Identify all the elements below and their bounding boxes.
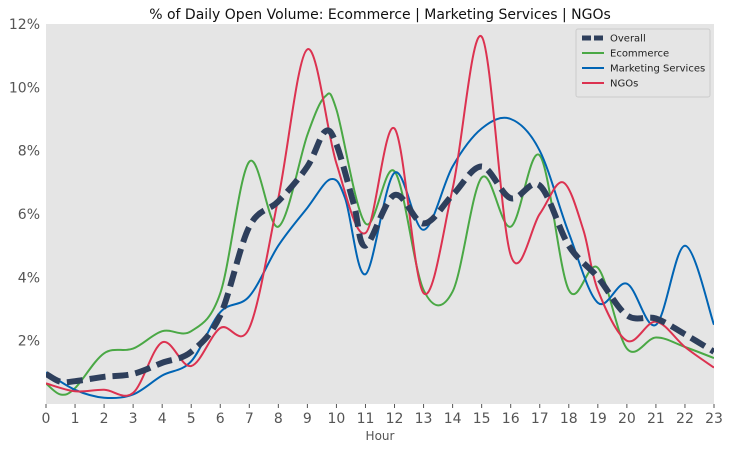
x-tick-label: 15 bbox=[473, 411, 491, 427]
x-tick-label: 7 bbox=[245, 411, 254, 427]
x-tick-label: 10 bbox=[328, 411, 346, 427]
x-tick-label: 3 bbox=[129, 411, 138, 427]
y-tick-label: 10% bbox=[9, 80, 40, 96]
legend-label-ngos: NGOs bbox=[610, 79, 638, 90]
x-tick-label: 6 bbox=[216, 411, 225, 427]
x-tick-label: 16 bbox=[502, 411, 520, 427]
x-tick-label: 19 bbox=[589, 411, 607, 427]
x-tick-label: 4 bbox=[158, 411, 167, 427]
x-tick-label: 14 bbox=[444, 411, 462, 427]
legend: Overall Ecommerce Marketing Services NGOs bbox=[575, 28, 711, 98]
chart-title: % of Daily Open Volume: Ecommerce | Mark… bbox=[149, 7, 611, 23]
y-tick-label: 4% bbox=[18, 270, 40, 286]
x-tick-label: 5 bbox=[187, 411, 196, 427]
series-line-ngos bbox=[46, 35, 714, 397]
y-tick-label: 6% bbox=[18, 207, 40, 223]
x-tick-label: 17 bbox=[531, 411, 549, 427]
x-tick-label: 22 bbox=[676, 411, 694, 427]
legend-label-marketing-services: Marketing Services bbox=[610, 64, 705, 75]
y-tick-label: 2% bbox=[18, 334, 40, 350]
y-tick-label: 12% bbox=[9, 17, 40, 33]
x-axis-label: Hour bbox=[366, 429, 395, 443]
x-tick-label: 23 bbox=[705, 411, 723, 427]
legend-label-ecommerce: Ecommerce bbox=[610, 49, 669, 60]
x-tick-label: 9 bbox=[303, 411, 312, 427]
x-tick-label: 12 bbox=[386, 411, 404, 427]
x-tick-labels: 0 1 2 3 4 5 6 7 8 9 10 11 12 13 14 15 16 17 18 19 20 21 22 23 bbox=[42, 404, 723, 427]
y-tick-labels: 2% 4% 6% 8% 10% 12% bbox=[9, 17, 40, 350]
x-tick-label: 0 bbox=[42, 411, 51, 427]
series-line-ecommerce bbox=[46, 92, 714, 396]
y-tick-label: 8% bbox=[18, 144, 40, 160]
x-tick-label: 2 bbox=[100, 411, 109, 427]
x-tick-label: 21 bbox=[647, 411, 665, 427]
x-tick-label: 20 bbox=[618, 411, 636, 427]
series-line-overall bbox=[46, 127, 714, 386]
legend-label-overall: Overall bbox=[610, 34, 646, 45]
x-tick-label: 8 bbox=[274, 411, 283, 427]
legend-box bbox=[575, 28, 711, 98]
series-layer bbox=[46, 35, 714, 400]
x-tick-label: 13 bbox=[415, 411, 433, 427]
x-tick-label: 18 bbox=[560, 411, 578, 427]
x-tick-label: 1 bbox=[71, 411, 80, 427]
x-tick-label: 11 bbox=[357, 411, 375, 427]
